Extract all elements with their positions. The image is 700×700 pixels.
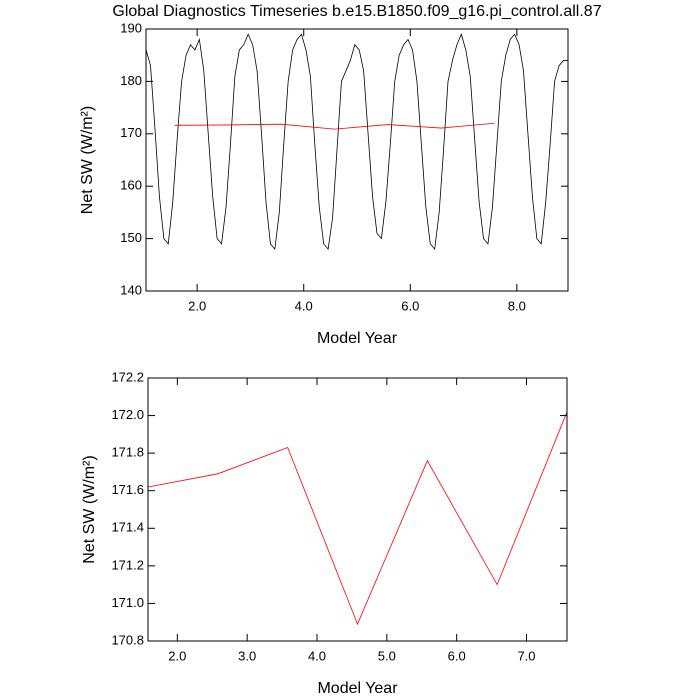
series-line — [174, 122, 495, 130]
y-tick-label: 140 — [120, 282, 142, 297]
x-tick-label: 7.0 — [517, 648, 535, 663]
y-axis-title: Net SW (W/m²) — [79, 106, 96, 214]
y-tick-label: 190 — [120, 20, 142, 35]
x-tick-label: 8.0 — [508, 298, 526, 313]
plot-frame — [145, 28, 569, 292]
y-tick-label: 150 — [120, 230, 142, 245]
y-tick-label: 171.0 — [111, 595, 144, 610]
x-tick-label: 6.0 — [448, 648, 466, 663]
y-tick-label: 172.2 — [111, 369, 144, 384]
x-tick-label: 6.0 — [401, 298, 419, 313]
y-tick-label: 170.8 — [111, 632, 144, 647]
series-line — [145, 33, 568, 251]
x-tick-label: 3.0 — [238, 648, 256, 663]
y-tick-label: 172.0 — [111, 407, 144, 422]
x-tick-label: 4.0 — [308, 648, 326, 663]
x-tick-label: 4.0 — [295, 298, 313, 313]
y-tick-label: 170 — [120, 125, 142, 140]
x-axis-title: Model Year — [317, 330, 398, 347]
y-tick-label: 160 — [120, 178, 142, 193]
y-tick-label: 171.8 — [111, 445, 144, 460]
y-tick-label: 171.4 — [111, 520, 144, 535]
plot-frame — [147, 377, 568, 642]
series-line — [147, 411, 568, 626]
x-tick-label: 2.0 — [188, 298, 206, 313]
y-axis-title: Net SW (W/m²) — [81, 455, 98, 563]
y-tick-label: 171.6 — [111, 482, 144, 497]
x-tick-label: 2.0 — [168, 648, 186, 663]
chart-title: Global Diagnostics Timeseries b.e15.B185… — [112, 3, 601, 20]
x-axis-title: Model Year — [317, 680, 398, 697]
x-tick-label: 5.0 — [378, 648, 396, 663]
y-tick-label: 171.2 — [111, 557, 144, 572]
y-tick-label: 180 — [120, 73, 142, 88]
